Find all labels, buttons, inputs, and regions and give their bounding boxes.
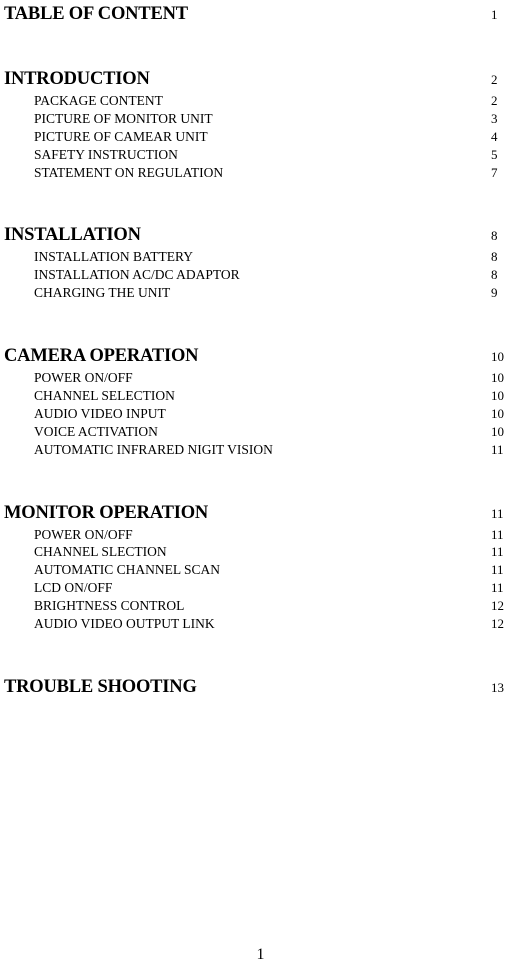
section-page: 13 <box>491 680 511 696</box>
subitem-page: 11 <box>491 527 511 544</box>
subitem-label: CHANNEL SLECTION <box>34 543 491 561</box>
subitem-page: 8 <box>491 267 511 284</box>
section-subitems: POWER ON/OFF 10 CHANNEL SELECTION 10 AUD… <box>4 369 511 458</box>
section-subitems: POWER ON/OFF 11 CHANNEL SLECTION 11 AUTO… <box>4 526 511 633</box>
toc-subitem: AUDIO VIDEO OUTPUT LINK 12 <box>34 615 511 633</box>
subitem-label: PICTURE OF MONITOR UNIT <box>34 110 491 128</box>
spacer <box>4 483 511 503</box>
section-title: TABLE OF CONTENT <box>4 4 491 25</box>
toc-subitem: CHARGING THE UNIT 9 <box>34 284 511 302</box>
toc-subitem: STATEMENT ON REGULATION 7 <box>34 164 511 182</box>
subitem-page: 12 <box>491 598 511 615</box>
subitem-label: SAFETY INSTRUCTION <box>34 146 491 164</box>
toc-section: INSTALLATION 8 INSTALLATION BATTERY 8 IN… <box>4 225 511 302</box>
subitem-label: LCD ON/OFF <box>34 579 491 597</box>
subitem-label: AUTOMATIC INFRARED NIGIT VISION <box>34 441 491 459</box>
toc-subitem: AUTOMATIC INFRARED NIGIT VISION 11 <box>34 441 511 459</box>
toc-subitem: BRIGHTNESS CONTROL 12 <box>34 597 511 615</box>
table-of-contents: TABLE OF CONTENT 1 INTRODUCTION 2 PACKAG… <box>4 4 511 698</box>
subitem-label: BRIGHTNESS CONTROL <box>34 597 491 615</box>
subitem-page: 11 <box>491 562 511 579</box>
section-page: 1 <box>491 7 511 23</box>
spacer <box>4 205 511 225</box>
toc-section: MONITOR OPERATION 11 POWER ON/OFF 11 CHA… <box>4 503 511 633</box>
section-subitems: INSTALLATION BATTERY 8 INSTALLATION AC/D… <box>4 248 511 302</box>
subitem-label: CHARGING THE UNIT <box>34 284 491 302</box>
section-heading-row: CAMERA OPERATION 10 <box>4 346 511 367</box>
section-page: 8 <box>491 228 511 244</box>
section-heading-row: INSTALLATION 8 <box>4 225 511 246</box>
section-title: TROUBLE SHOOTING <box>4 677 491 698</box>
toc-subitem: INSTALLATION AC/DC ADAPTOR 8 <box>34 266 511 284</box>
toc-subitem: POWER ON/OFF 11 <box>34 526 511 544</box>
subitem-page: 2 <box>491 93 511 110</box>
subitem-label: PACKAGE CONTENT <box>34 92 491 110</box>
toc-subitem: PACKAGE CONTENT 2 <box>34 92 511 110</box>
subitem-label: PICTURE OF CAMEAR UNIT <box>34 128 491 146</box>
subitem-page: 10 <box>491 424 511 441</box>
subitem-page: 9 <box>491 285 511 302</box>
subitem-label: STATEMENT ON REGULATION <box>34 164 491 182</box>
subitem-page: 7 <box>491 165 511 182</box>
subitem-page: 11 <box>491 442 511 459</box>
subitem-label: INSTALLATION BATTERY <box>34 248 491 266</box>
subitem-page: 10 <box>491 406 511 423</box>
section-heading-row: MONITOR OPERATION 11 <box>4 503 511 524</box>
subitem-label: POWER ON/OFF <box>34 369 491 387</box>
subitem-label: INSTALLATION AC/DC ADAPTOR <box>34 266 491 284</box>
toc-subitem: PICTURE OF CAMEAR UNIT 4 <box>34 128 511 146</box>
section-page: 2 <box>491 72 511 88</box>
section-title: INTRODUCTION <box>4 69 491 90</box>
toc-subitem: CHANNEL SELECTION 10 <box>34 387 511 405</box>
spacer <box>4 657 511 677</box>
subitem-page: 10 <box>491 388 511 405</box>
page-number-footer: 1 <box>257 946 265 964</box>
toc-subitem: PICTURE OF MONITOR UNIT 3 <box>34 110 511 128</box>
toc-section: INTRODUCTION 2 PACKAGE CONTENT 2 PICTURE… <box>4 69 511 181</box>
section-title: INSTALLATION <box>4 225 491 246</box>
subitem-label: AUDIO VIDEO OUTPUT LINK <box>34 615 491 633</box>
toc-section: TROUBLE SHOOTING 13 <box>4 677 511 698</box>
toc-subitem: SAFETY INSTRUCTION 5 <box>34 146 511 164</box>
section-heading-row: TABLE OF CONTENT 1 <box>4 4 511 25</box>
toc-section: CAMERA OPERATION 10 POWER ON/OFF 10 CHAN… <box>4 346 511 458</box>
toc-subitem: LCD ON/OFF 11 <box>34 579 511 597</box>
subitem-page: 11 <box>491 544 511 561</box>
subitem-page: 3 <box>491 111 511 128</box>
toc-subitem: AUTOMATIC CHANNEL SCAN 11 <box>34 561 511 579</box>
subitem-page: 4 <box>491 129 511 146</box>
subitem-label: AUDIO VIDEO INPUT <box>34 405 491 423</box>
section-title: CAMERA OPERATION <box>4 346 491 367</box>
toc-subitem: AUDIO VIDEO INPUT 10 <box>34 405 511 423</box>
section-title: MONITOR OPERATION <box>4 503 491 524</box>
subitem-label: VOICE ACTIVATION <box>34 423 491 441</box>
spacer <box>4 326 511 346</box>
subitem-page: 10 <box>491 370 511 387</box>
section-heading-row: INTRODUCTION 2 <box>4 69 511 90</box>
subitem-label: CHANNEL SELECTION <box>34 387 491 405</box>
subitem-page: 8 <box>491 249 511 266</box>
section-subitems: PACKAGE CONTENT 2 PICTURE OF MONITOR UNI… <box>4 92 511 181</box>
toc-section: TABLE OF CONTENT 1 <box>4 4 511 25</box>
toc-subitem: VOICE ACTIVATION 10 <box>34 423 511 441</box>
toc-subitem: POWER ON/OFF 10 <box>34 369 511 387</box>
section-page: 11 <box>491 506 511 522</box>
subitem-page: 12 <box>491 616 511 633</box>
section-heading-row: TROUBLE SHOOTING 13 <box>4 677 511 698</box>
spacer <box>4 49 511 69</box>
section-page: 10 <box>491 349 511 365</box>
subitem-page: 11 <box>491 580 511 597</box>
toc-subitem: CHANNEL SLECTION 11 <box>34 543 511 561</box>
subitem-label: AUTOMATIC CHANNEL SCAN <box>34 561 491 579</box>
subitem-label: POWER ON/OFF <box>34 526 491 544</box>
toc-subitem: INSTALLATION BATTERY 8 <box>34 248 511 266</box>
subitem-page: 5 <box>491 147 511 164</box>
